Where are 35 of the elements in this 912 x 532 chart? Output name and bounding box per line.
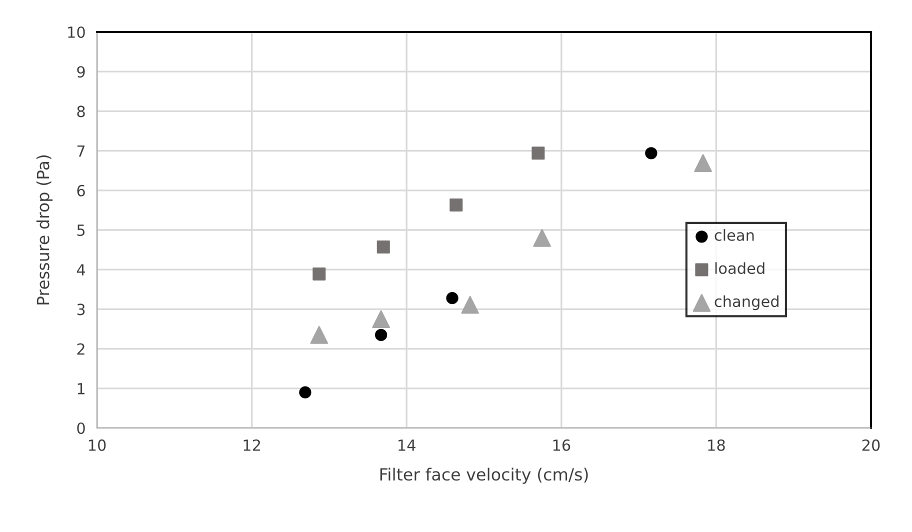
point <box>532 146 545 160</box>
point <box>446 292 458 304</box>
legend-label: loaded <box>715 262 764 274</box>
y-tick-label: 7 <box>77 145 85 157</box>
y-tick-label: 10 <box>68 26 85 38</box>
point <box>376 240 390 254</box>
y-tick-label: 5 <box>77 224 85 236</box>
x-tick-label: 14 <box>398 440 416 451</box>
point <box>310 326 328 344</box>
point <box>299 386 312 398</box>
point <box>645 147 658 160</box>
x-tick-label: 20 <box>862 439 880 451</box>
y-tick-label: 8 <box>77 106 85 118</box>
y-tick-label: 3 <box>77 304 85 316</box>
y-tick-label: 4 <box>76 264 86 276</box>
legend-label: clean <box>714 229 754 241</box>
point <box>694 154 712 172</box>
point <box>312 267 326 280</box>
y-tick-label: 1 <box>78 383 84 394</box>
x-tick-label: 18 <box>708 439 725 451</box>
y-tick-label: 9 <box>77 66 85 78</box>
point <box>450 198 463 212</box>
point <box>372 310 390 328</box>
y-tick-label: 2 <box>77 343 84 355</box>
x-axis-title: Filter face velocity (cm/s) <box>380 468 588 484</box>
x-tick-label: 16 <box>553 439 570 451</box>
legend-label: changed <box>714 295 778 310</box>
y-tick-label: 6 <box>77 184 85 196</box>
x-tick-label: 10 <box>88 439 106 451</box>
point <box>533 229 551 247</box>
y-tick-label: 0 <box>77 422 85 434</box>
point <box>461 296 479 314</box>
x-tick-label: 12 <box>244 439 260 451</box>
point <box>374 328 388 342</box>
y-axis-title: Pressure drop (Pa) <box>36 155 53 304</box>
